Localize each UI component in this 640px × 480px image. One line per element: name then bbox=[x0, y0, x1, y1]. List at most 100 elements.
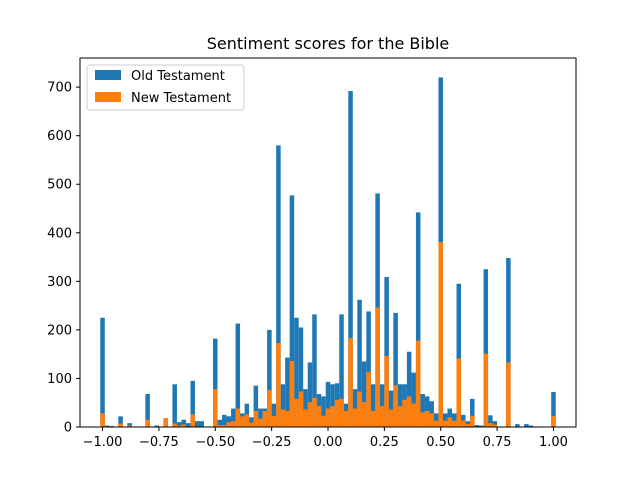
new-testament-bar bbox=[483, 353, 489, 427]
new-testament-bar bbox=[285, 410, 290, 427]
new-testament-bar bbox=[163, 418, 168, 427]
new-testament-bar bbox=[271, 415, 277, 427]
old-testament-bar bbox=[298, 327, 304, 427]
new-testament-bar bbox=[442, 420, 448, 427]
old-testament-bar bbox=[321, 396, 326, 427]
old-testament-bar bbox=[433, 413, 439, 427]
old-testament-bar bbox=[515, 424, 520, 427]
new-testament-bar bbox=[393, 385, 398, 427]
new-testament-bar bbox=[397, 406, 403, 427]
old-testament-bar bbox=[249, 417, 254, 427]
old-testament-bar bbox=[176, 422, 182, 427]
old-testament-bar bbox=[280, 384, 286, 427]
y-tick-label: 700 bbox=[47, 81, 72, 96]
old-testament-bars bbox=[100, 77, 556, 428]
legend-swatch-old-testament bbox=[95, 70, 121, 80]
y-tick-label: 0 bbox=[64, 421, 72, 436]
old-testament-bar bbox=[384, 276, 389, 427]
y-tick-label: 500 bbox=[47, 178, 72, 193]
x-tick-label: 0.75 bbox=[483, 435, 512, 450]
new-testament-bar bbox=[330, 406, 335, 427]
new-testament-bar bbox=[415, 340, 421, 427]
new-testament-bar bbox=[334, 399, 340, 427]
new-testament-bar bbox=[217, 425, 223, 427]
old-testament-bar bbox=[352, 389, 358, 427]
x-tick-label: 0.50 bbox=[426, 435, 455, 450]
x-tick-label: −0.75 bbox=[139, 435, 179, 450]
new-testament-bar bbox=[348, 338, 353, 427]
old-testament-bar bbox=[231, 408, 236, 427]
new-testament-bar bbox=[321, 415, 326, 427]
new-testament-bar bbox=[370, 410, 376, 427]
old-testament-bar bbox=[213, 338, 218, 427]
new-testament-bar bbox=[258, 418, 263, 427]
y-tick-label: 300 bbox=[47, 275, 72, 290]
old-testament-bar bbox=[190, 380, 195, 428]
new-testament-bar bbox=[100, 413, 105, 427]
new-testament-bar bbox=[280, 409, 286, 427]
new-testament-bar bbox=[551, 415, 556, 427]
new-testament-bar bbox=[289, 360, 295, 427]
new-testament-bar bbox=[420, 412, 425, 427]
new-testament-bar bbox=[452, 420, 457, 427]
old-testament-bar bbox=[442, 413, 448, 427]
old-testament-bar bbox=[312, 314, 317, 427]
old-testament-bar bbox=[411, 372, 416, 427]
old-testament-bar bbox=[235, 323, 241, 427]
new-testament-bar bbox=[492, 424, 498, 427]
old-testament-bar bbox=[294, 317, 299, 427]
new-testament-bar bbox=[235, 408, 241, 427]
old-testament-bar bbox=[330, 384, 335, 427]
old-testament-bar bbox=[456, 283, 462, 427]
new-testament-bar bbox=[447, 417, 452, 427]
y-tick-label: 200 bbox=[47, 323, 72, 338]
new-testament-bar bbox=[226, 422, 232, 427]
old-testament-bar bbox=[199, 421, 204, 427]
old-testament-bar bbox=[452, 413, 457, 427]
old-testament-bar bbox=[307, 362, 313, 427]
old-testament-bar bbox=[506, 258, 511, 427]
old-testament-bar bbox=[357, 299, 362, 427]
old-testament-bar bbox=[388, 390, 394, 427]
old-testament-bar bbox=[253, 385, 259, 427]
new-testament-bar bbox=[316, 406, 322, 427]
new-testament-bar bbox=[352, 408, 358, 427]
new-testament-bar bbox=[172, 423, 177, 427]
x-tick-label: −0.25 bbox=[252, 435, 292, 450]
old-testament-bar bbox=[483, 269, 489, 427]
x-tick-label: −0.50 bbox=[195, 435, 235, 450]
new-testament-bar bbox=[190, 414, 195, 427]
old-testament-bar bbox=[524, 424, 529, 427]
new-testament-bar bbox=[262, 410, 268, 427]
old-testament-bar bbox=[289, 195, 295, 427]
new-testament-bar bbox=[379, 406, 385, 427]
new-testament-bar bbox=[213, 389, 218, 427]
new-testament-bar bbox=[506, 362, 511, 427]
old-testament-bar bbox=[172, 384, 177, 427]
old-testament-bar bbox=[185, 423, 191, 427]
new-testament-bar bbox=[406, 396, 412, 427]
new-testament-bar bbox=[470, 415, 475, 427]
new-testament-bar bbox=[298, 391, 304, 427]
new-testament-bar bbox=[357, 391, 362, 427]
new-testament-bar bbox=[384, 356, 389, 427]
old-testament-bar bbox=[267, 329, 272, 427]
y-axis-ticks: 0 100 200 300 400 500 600 700 bbox=[47, 81, 80, 436]
new-testament-bar bbox=[375, 307, 380, 427]
old-testament-bar bbox=[325, 381, 331, 427]
old-testament-bar bbox=[154, 425, 159, 427]
old-testament-bar bbox=[415, 212, 421, 427]
new-testament-bar bbox=[303, 409, 308, 427]
new-testament-bar bbox=[325, 408, 331, 427]
new-testament-bar bbox=[244, 414, 250, 427]
x-tick-label: 0.00 bbox=[314, 435, 343, 450]
legend-swatch-new-testament bbox=[95, 92, 121, 102]
new-testament-bar bbox=[465, 424, 471, 427]
old-testament-bar bbox=[285, 357, 290, 427]
old-testament-bar bbox=[271, 403, 277, 427]
x-axis-ticks: −1.00 −0.75 −0.50 −0.25 0.00 0.25 0.50 0.75 1.00 bbox=[83, 427, 568, 450]
legend-label-old-testament: Old Testament bbox=[131, 69, 225, 84]
old-testament-bar bbox=[370, 384, 376, 427]
old-testament-bar bbox=[217, 419, 223, 427]
